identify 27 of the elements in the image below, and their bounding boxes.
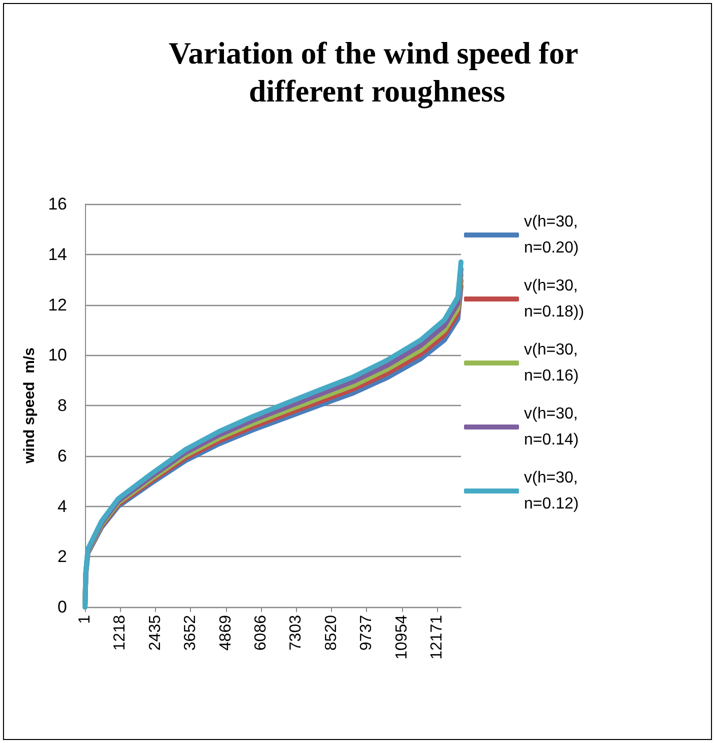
x-tick-label: 12171 — [428, 614, 446, 660]
legend-label: v(h=30,n=0.12) — [524, 470, 579, 512]
x-tick-label: 3652 — [182, 614, 200, 651]
y-tick-label: 12 — [48, 295, 67, 314]
x-tick-label: 10954 — [393, 614, 410, 660]
y-tick-label: 4 — [58, 496, 67, 516]
legend-label: v(h=30, n=0.20) — [524, 214, 582, 256]
x-tick-label: 2435 — [146, 614, 164, 651]
y-tick-label: 16 — [48, 194, 67, 214]
x-tick-label: 7303 — [288, 614, 305, 651]
y-tick-label: 8 — [58, 396, 67, 415]
y-tick-label: 14 — [48, 244, 67, 264]
legend-label: v(h=30, n=0.18)) — [524, 278, 584, 320]
y-tick-label: 0 — [58, 598, 67, 616]
chart-title: Variation of the wind speed for different roughness — [168, 36, 586, 108]
y-axis-title: wind speed m/s — [21, 348, 38, 464]
y-tick-label: 10 — [48, 346, 67, 365]
x-tick-label: 9737 — [358, 614, 376, 651]
x-tick-label: 8520 — [322, 614, 340, 651]
y-tick-label: 6 — [58, 446, 67, 466]
legend-label: v(h=30,n=0.16) — [524, 342, 579, 384]
x-tick-label: 6086 — [252, 614, 270, 651]
x-tick-label: 1218 — [112, 614, 129, 651]
x-tick-label: 1 — [76, 614, 94, 624]
legend-label: v(h=30,n=0.14) — [524, 406, 579, 448]
x-tick-label: 4869 — [217, 614, 234, 651]
y-tick-label: 2 — [58, 547, 67, 566]
